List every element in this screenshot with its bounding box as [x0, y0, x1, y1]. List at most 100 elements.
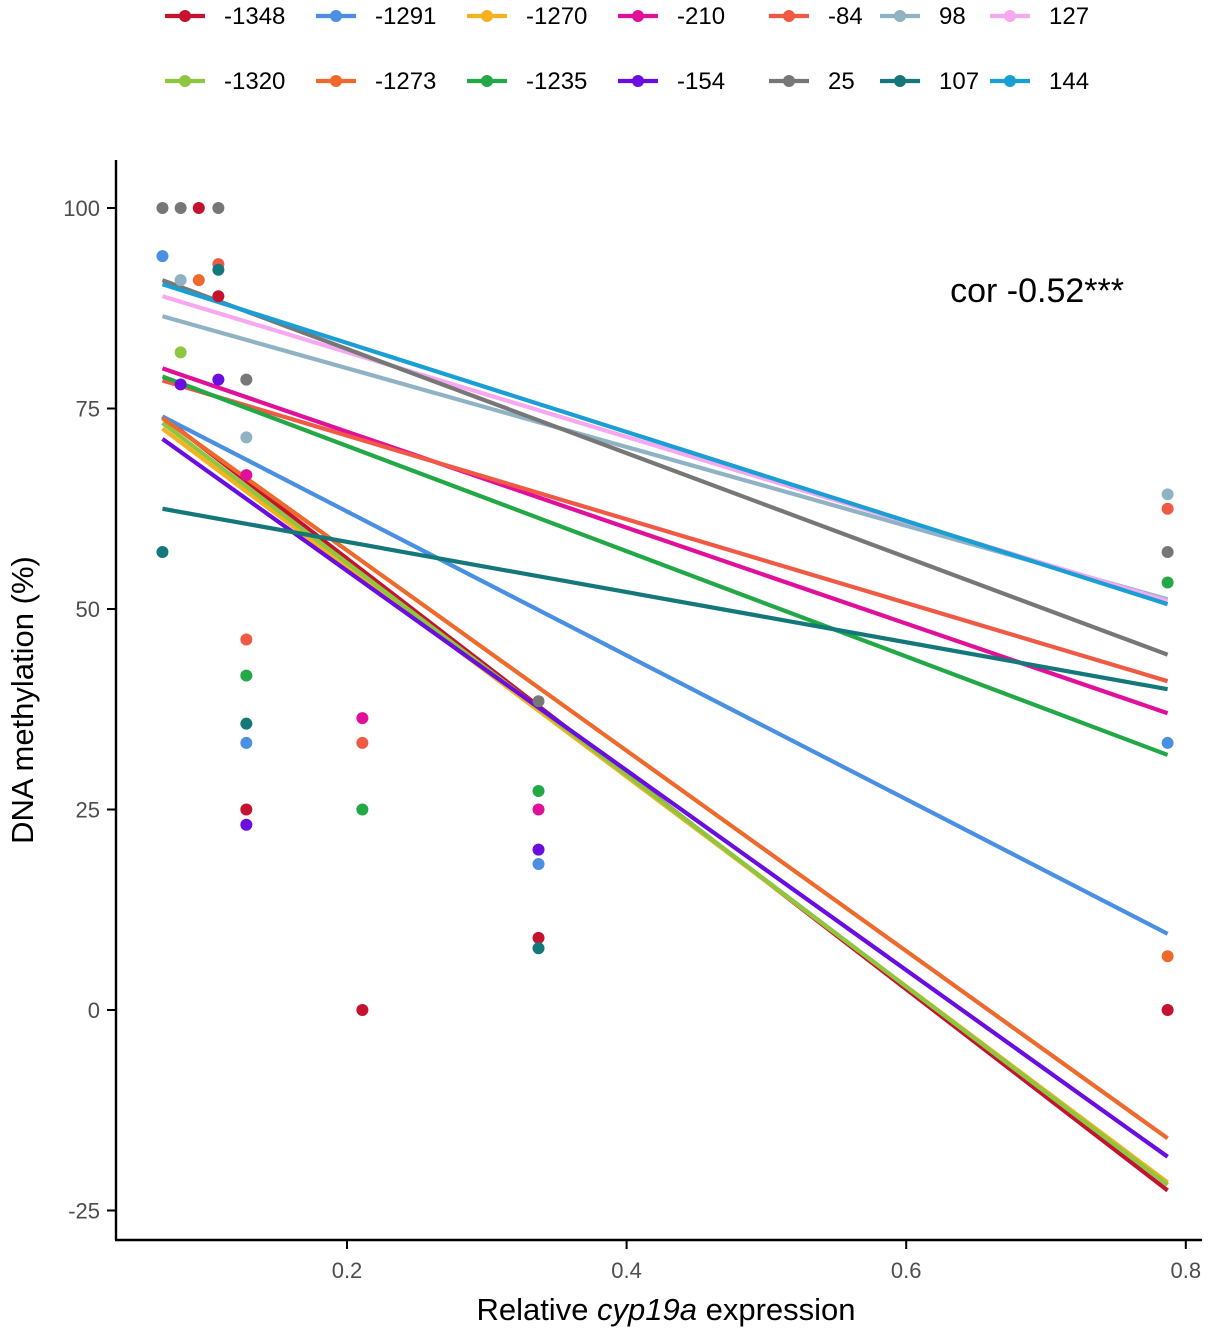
- data-point: [240, 469, 253, 482]
- data-points: [156, 202, 1174, 1016]
- regression-line: [161, 378, 1169, 684]
- data-point: [174, 202, 187, 214]
- legend-item: -1291: [316, 3, 436, 30]
- data-point: [532, 695, 545, 708]
- y-ticks: 100 75 50 25 0 -25: [63, 196, 116, 1224]
- legend-key-point: [632, 10, 644, 22]
- data-point: [240, 736, 253, 749]
- data-point: [174, 378, 187, 391]
- data-point: [532, 942, 545, 955]
- data-point: [532, 785, 545, 798]
- data-point: [532, 843, 545, 856]
- y-tick-label: 0: [88, 998, 100, 1023]
- legend-key-point: [481, 10, 493, 22]
- x-tick-label: 0.6: [891, 1258, 922, 1283]
- legend-label: -84: [828, 3, 863, 30]
- legend-item: -1348: [165, 3, 285, 30]
- data-point: [192, 202, 205, 214]
- data-point: [156, 546, 169, 559]
- data-point: [356, 803, 369, 816]
- data-point: [192, 274, 205, 287]
- legend-label: -1320: [224, 68, 285, 95]
- x-tick-label: 0.4: [611, 1258, 642, 1283]
- legend-key-point: [783, 10, 795, 22]
- data-point: [240, 633, 253, 646]
- legend-item: 107: [880, 68, 979, 95]
- data-point: [156, 202, 169, 214]
- legend-label: -1348: [224, 3, 285, 30]
- data-point: [240, 717, 253, 730]
- regression-line: [161, 366, 1169, 716]
- data-point: [174, 274, 187, 287]
- data-point: [240, 818, 253, 831]
- data-point: [212, 202, 225, 214]
- regression-line: [161, 421, 1169, 1187]
- y-tick-label: -25: [68, 1199, 100, 1224]
- data-point: [356, 736, 369, 749]
- legend-label: 107: [939, 68, 979, 95]
- legend-label: -1291: [375, 3, 436, 30]
- y-tick-label: 50: [76, 597, 100, 622]
- regression-line: [162, 506, 1168, 692]
- x-tick-label: 0.2: [332, 1258, 363, 1283]
- legend-label: -154: [677, 68, 725, 95]
- regression-line: [161, 414, 1169, 936]
- regression-line: [161, 374, 1169, 757]
- y-tick-label: 75: [76, 397, 100, 422]
- legend-key-point: [632, 75, 644, 87]
- data-point: [1161, 736, 1174, 749]
- legend-item: -154: [618, 68, 725, 95]
- legend-item: -1235: [467, 68, 587, 95]
- y-tick-label: 25: [76, 798, 100, 823]
- legend-key-point: [783, 75, 795, 87]
- y-axis-title: DNA methylation (%): [5, 556, 40, 844]
- data-point: [1161, 502, 1174, 515]
- data-point: [356, 1004, 369, 1016]
- correlation-annotation: cor -0.52***: [950, 272, 1124, 310]
- legend-item: -1273: [316, 68, 436, 95]
- regression-line: [161, 416, 1169, 1141]
- data-point: [240, 373, 253, 386]
- legend-key-point: [894, 75, 906, 87]
- legend-key-point: [481, 75, 493, 87]
- legend: -1348 -1291 -1270 -210 -84 98 127 -1320 -1273 -12…: [165, 3, 1089, 95]
- legend-item: -84: [769, 3, 863, 30]
- legend-label: -210: [677, 3, 725, 30]
- data-point: [1161, 1004, 1174, 1016]
- regression-line: [161, 278, 1169, 657]
- regression-line: [161, 437, 1169, 1159]
- data-point: [240, 431, 253, 444]
- data-point: [1161, 576, 1174, 589]
- data-point: [1161, 546, 1174, 559]
- legend-item: -1320: [165, 68, 285, 95]
- regression-lines: [161, 278, 1169, 1193]
- legend-key-point: [179, 75, 191, 87]
- legend-label: 25: [828, 68, 855, 95]
- legend-key-point: [1004, 75, 1016, 87]
- x-tick-label: 0.8: [1171, 1258, 1202, 1283]
- legend-item: 98: [880, 3, 966, 30]
- data-point: [532, 858, 545, 871]
- legend-label: -1235: [526, 68, 587, 95]
- x-axis-title: Relative cyp19a expression: [476, 1292, 855, 1327]
- data-point: [212, 263, 225, 276]
- y-tick-label: 100: [63, 196, 100, 221]
- data-point: [1161, 950, 1174, 963]
- legend-item: 25: [769, 68, 855, 95]
- legend-item: 127: [990, 3, 1089, 30]
- data-point: [212, 373, 225, 386]
- legend-key-point: [1004, 10, 1016, 22]
- x-ticks: 0.2 0.4 0.6 0.8: [332, 1240, 1201, 1283]
- data-point: [212, 290, 225, 303]
- regression-line: [161, 282, 1169, 607]
- legend-key-point: [330, 10, 342, 22]
- data-point: [240, 669, 253, 682]
- legend-label: -1273: [375, 68, 436, 95]
- data-point: [174, 346, 187, 359]
- legend-key-point: [330, 75, 342, 87]
- legend-key-point: [894, 10, 906, 22]
- data-point: [240, 803, 253, 816]
- data-point: [156, 250, 169, 263]
- legend-label: 144: [1049, 68, 1089, 95]
